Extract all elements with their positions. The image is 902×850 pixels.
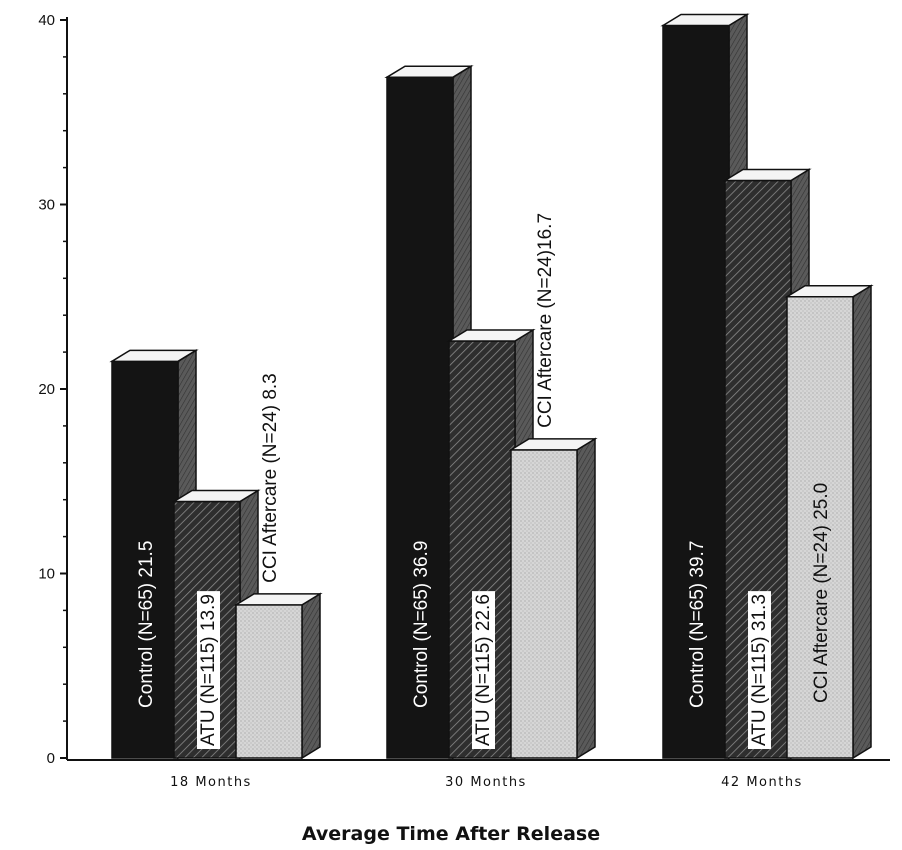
x-axis-title: Average Time After Release <box>302 823 600 845</box>
bar-data-label: CCI Aftercare (N=24) 25.0 <box>811 483 832 703</box>
bar-front-face <box>235 604 303 759</box>
bar-top-face <box>660 13 750 27</box>
bar-data-label: Control (N=65) 36.9 <box>411 541 432 708</box>
bar-side-face <box>301 592 321 760</box>
bar-labels: Control (N=65) 21.5 ATU (N=115) 13.9 CCI A… <box>136 213 832 749</box>
bar-top-face <box>784 285 874 298</box>
bar-front-face <box>386 76 454 759</box>
bar-top-face <box>446 329 536 342</box>
bar-front-face <box>786 296 854 759</box>
bar-top-face <box>233 593 323 606</box>
y-tick-label: 30 <box>38 197 55 214</box>
bar-label-box <box>197 591 220 749</box>
bar-top-face <box>722 168 812 182</box>
bar-top-face <box>171 489 261 503</box>
y-tick-label: 0 <box>47 750 55 767</box>
y-tick-label: 10 <box>38 566 55 583</box>
bar-top-face <box>384 65 474 78</box>
bar-label-box <box>748 591 771 749</box>
bar <box>784 284 874 760</box>
y-tick-label: 20 <box>38 381 55 398</box>
bars <box>109 13 874 760</box>
x-category-label: 42 Months <box>721 775 803 790</box>
bar <box>508 437 598 760</box>
bar-front-face <box>510 449 578 759</box>
bar <box>233 592 323 760</box>
bar-data-label: ATU (N=115) 31.3 <box>749 594 770 746</box>
x-category-label: 18 Months <box>170 775 252 790</box>
bar-side-face <box>852 284 872 760</box>
y-ticks: 0 10 20 30 40 <box>38 12 67 767</box>
y-tick-label: 40 <box>38 12 55 29</box>
bar-data-label: Control (N=65) 39.7 <box>687 541 708 708</box>
bar-data-label: ATU (N=115) 13.9 <box>198 594 219 746</box>
bar-data-label: CCI Aftercare (N=24)16.7 <box>535 213 556 428</box>
x-category-label: 30 Months <box>445 775 527 790</box>
bar-side-face <box>576 437 596 760</box>
bar-data-label: ATU (N=115) 22.6 <box>473 594 494 746</box>
bar-top-face <box>109 349 199 363</box>
bar-label-box <box>472 591 495 749</box>
bar-data-label: Control (N=65) 21.5 <box>136 541 157 708</box>
x-category-labels: 18 Months 30 Months 42 Months <box>170 775 803 790</box>
bar-top-face <box>508 438 598 451</box>
bar-data-label: CCI Aftercare (N=24) 8.3 <box>260 373 281 583</box>
bar-front-face <box>111 360 179 759</box>
